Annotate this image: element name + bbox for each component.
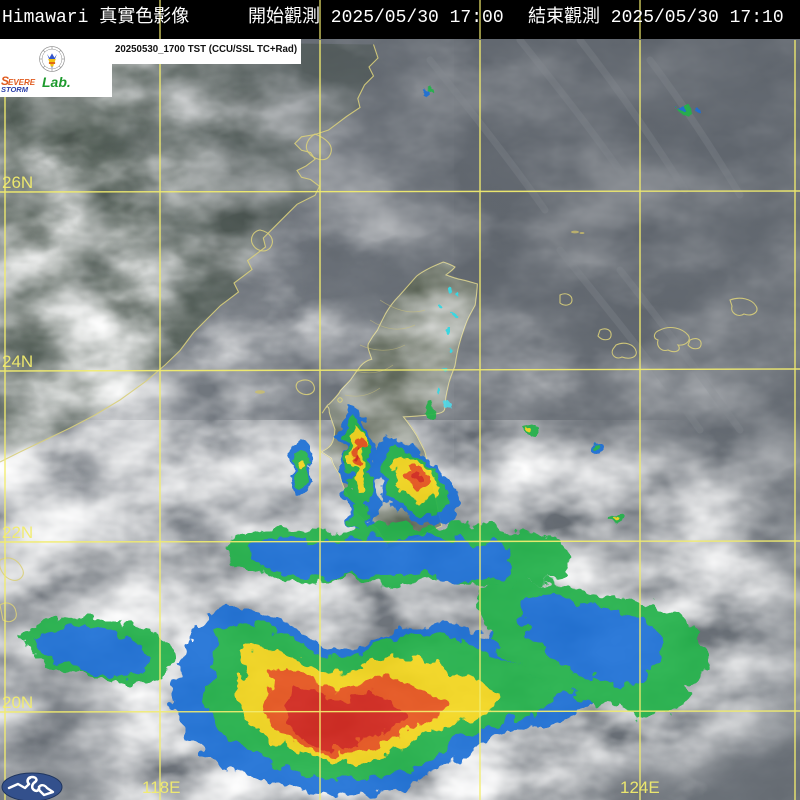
svg-text:118E: 118E xyxy=(142,778,180,797)
svg-text:STORM: STORM xyxy=(1,85,29,94)
svg-text:24N: 24N xyxy=(2,352,33,371)
svg-text:22N: 22N xyxy=(2,523,33,542)
svg-text:26N: 26N xyxy=(2,173,33,192)
svg-text:Lab.: Lab. xyxy=(42,74,71,90)
svg-text:20N: 20N xyxy=(2,693,33,712)
svg-text:124E: 124E xyxy=(620,778,660,797)
